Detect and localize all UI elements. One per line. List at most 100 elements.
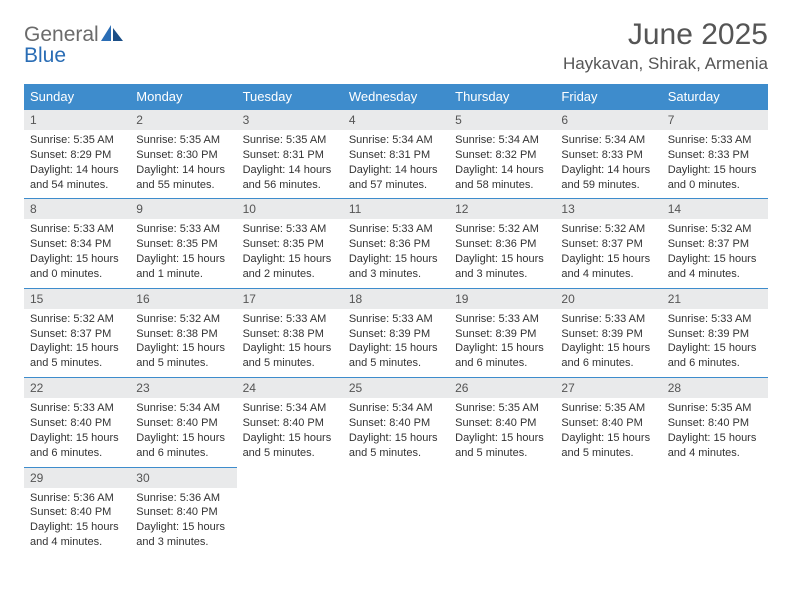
calendar-cell: 27Sunrise: 5:35 AMSunset: 8:40 PMDayligh… (555, 378, 661, 467)
daylight-line-2: and 4 minutes. (668, 446, 762, 461)
calendar-cell: 6Sunrise: 5:34 AMSunset: 8:33 PMDaylight… (555, 110, 661, 199)
daylight-line-2: and 5 minutes. (349, 446, 443, 461)
daylight-line-2: and 0 minutes. (668, 178, 762, 193)
calendar-cell: 5Sunrise: 5:34 AMSunset: 8:32 PMDaylight… (449, 110, 555, 199)
sunrise-line: Sunrise: 5:34 AM (349, 401, 443, 416)
day-number: 15 (24, 289, 130, 309)
daylight-line-1: Daylight: 15 hours (30, 431, 124, 446)
sunset-line: Sunset: 8:39 PM (668, 327, 762, 342)
daylight-line-2: and 6 minutes. (455, 356, 549, 371)
calendar-cell: 29Sunrise: 5:36 AMSunset: 8:40 PMDayligh… (24, 467, 130, 556)
daylight-line-2: and 57 minutes. (349, 178, 443, 193)
sunset-line: Sunset: 8:34 PM (30, 237, 124, 252)
calendar-cell: 10Sunrise: 5:33 AMSunset: 8:35 PMDayligh… (237, 199, 343, 288)
sunset-line: Sunset: 8:33 PM (668, 148, 762, 163)
sunrise-line: Sunrise: 5:35 AM (136, 133, 230, 148)
calendar-cell: 30Sunrise: 5:36 AMSunset: 8:40 PMDayligh… (130, 467, 236, 556)
daylight-line-1: Daylight: 14 hours (561, 163, 655, 178)
daylight-line-2: and 3 minutes. (455, 267, 549, 282)
sunset-line: Sunset: 8:39 PM (455, 327, 549, 342)
sunset-line: Sunset: 8:39 PM (349, 327, 443, 342)
calendar-table: SundayMondayTuesdayWednesdayThursdayFrid… (24, 84, 768, 556)
sunrise-line: Sunrise: 5:34 AM (455, 133, 549, 148)
calendar-row: 29Sunrise: 5:36 AMSunset: 8:40 PMDayligh… (24, 467, 768, 556)
calendar-cell: 12Sunrise: 5:32 AMSunset: 8:36 PMDayligh… (449, 199, 555, 288)
sunrise-line: Sunrise: 5:34 AM (136, 401, 230, 416)
daylight-line-2: and 4 minutes. (668, 267, 762, 282)
calendar-page: General Blue June 2025 Haykavan, Shirak,… (0, 0, 792, 574)
daylight-line-1: Daylight: 15 hours (243, 431, 337, 446)
weekday-header: Monday (130, 84, 236, 110)
sunset-line: Sunset: 8:35 PM (243, 237, 337, 252)
daylight-line-2: and 4 minutes. (30, 535, 124, 550)
day-detail: Sunrise: 5:33 AMSunset: 8:40 PMDaylight:… (24, 398, 130, 466)
day-detail: Sunrise: 5:36 AMSunset: 8:40 PMDaylight:… (24, 488, 130, 556)
daylight-line-2: and 5 minutes. (561, 446, 655, 461)
calendar-cell: 9Sunrise: 5:33 AMSunset: 8:35 PMDaylight… (130, 199, 236, 288)
sunset-line: Sunset: 8:31 PM (349, 148, 443, 163)
daylight-line-2: and 5 minutes. (136, 356, 230, 371)
daylight-line-1: Daylight: 15 hours (668, 163, 762, 178)
sunrise-line: Sunrise: 5:36 AM (30, 491, 124, 506)
day-number: 23 (130, 378, 236, 398)
day-detail: Sunrise: 5:33 AMSunset: 8:39 PMDaylight:… (555, 309, 661, 377)
day-number: 27 (555, 378, 661, 398)
empty-cell (449, 467, 555, 556)
daylight-line-1: Daylight: 15 hours (455, 252, 549, 267)
sunrise-line: Sunrise: 5:33 AM (455, 312, 549, 327)
day-number: 13 (555, 199, 661, 219)
logo-word-general: General (24, 23, 99, 46)
calendar-cell: 20Sunrise: 5:33 AMSunset: 8:39 PMDayligh… (555, 288, 661, 377)
sunset-line: Sunset: 8:32 PM (455, 148, 549, 163)
calendar-body: 1Sunrise: 5:35 AMSunset: 8:29 PMDaylight… (24, 110, 768, 556)
calendar-cell: 3Sunrise: 5:35 AMSunset: 8:31 PMDaylight… (237, 110, 343, 199)
daylight-line-2: and 6 minutes. (561, 356, 655, 371)
sunset-line: Sunset: 8:36 PM (349, 237, 443, 252)
sunrise-line: Sunrise: 5:35 AM (561, 401, 655, 416)
daylight-line-1: Daylight: 14 hours (349, 163, 443, 178)
day-number: 16 (130, 289, 236, 309)
sunrise-line: Sunrise: 5:33 AM (668, 133, 762, 148)
day-detail: Sunrise: 5:35 AMSunset: 8:31 PMDaylight:… (237, 130, 343, 198)
sunset-line: Sunset: 8:40 PM (30, 416, 124, 431)
daylight-line-1: Daylight: 15 hours (668, 341, 762, 356)
day-detail: Sunrise: 5:33 AMSunset: 8:35 PMDaylight:… (130, 219, 236, 287)
daylight-line-1: Daylight: 15 hours (136, 431, 230, 446)
calendar-cell: 19Sunrise: 5:33 AMSunset: 8:39 PMDayligh… (449, 288, 555, 377)
daylight-line-2: and 4 minutes. (561, 267, 655, 282)
daylight-line-1: Daylight: 14 hours (30, 163, 124, 178)
weekday-header: Wednesday (343, 84, 449, 110)
sunrise-line: Sunrise: 5:34 AM (349, 133, 443, 148)
daylight-line-1: Daylight: 15 hours (349, 431, 443, 446)
day-number: 8 (24, 199, 130, 219)
daylight-line-1: Daylight: 15 hours (243, 252, 337, 267)
weekday-header: Thursday (449, 84, 555, 110)
day-number: 17 (237, 289, 343, 309)
day-detail: Sunrise: 5:33 AMSunset: 8:39 PMDaylight:… (343, 309, 449, 377)
calendar-cell: 21 Sunrise: 5:33 AMSunset: 8:39 PMDayligh… (662, 288, 768, 377)
calendar-cell: 28Sunrise: 5:35 AMSunset: 8:40 PMDayligh… (662, 378, 768, 467)
day-number: 30 (130, 468, 236, 488)
daylight-line-1: Daylight: 15 hours (668, 431, 762, 446)
daylight-line-1: Daylight: 15 hours (349, 341, 443, 356)
day-number: 21 (662, 289, 768, 309)
sunrise-line: Sunrise: 5:33 AM (136, 222, 230, 237)
calendar-cell: 4Sunrise: 5:34 AMSunset: 8:31 PMDaylight… (343, 110, 449, 199)
sunrise-line: Sunrise: 5:35 AM (455, 401, 549, 416)
day-number: 24 (237, 378, 343, 398)
daylight-line-2: and 3 minutes. (349, 267, 443, 282)
day-detail: Sunrise: 5:32 AMSunset: 8:37 PMDaylight:… (555, 219, 661, 287)
calendar-cell: 23Sunrise: 5:34 AMSunset: 8:40 PMDayligh… (130, 378, 236, 467)
day-number: 25 (343, 378, 449, 398)
daylight-line-2: and 5 minutes. (30, 356, 124, 371)
weekday-header-row: SundayMondayTuesdayWednesdayThursdayFrid… (24, 84, 768, 110)
calendar-cell: 8Sunrise: 5:33 AMSunset: 8:34 PMDaylight… (24, 199, 130, 288)
day-detail: Sunrise: 5:34 AMSunset: 8:32 PMDaylight:… (449, 130, 555, 198)
empty-cell (343, 467, 449, 556)
daylight-line-2: and 5 minutes. (455, 446, 549, 461)
sunrise-line: Sunrise: 5:33 AM (668, 312, 762, 327)
day-number: 18 (343, 289, 449, 309)
sunset-line: Sunset: 8:31 PM (243, 148, 337, 163)
day-number: 19 (449, 289, 555, 309)
daylight-line-2: and 55 minutes. (136, 178, 230, 193)
